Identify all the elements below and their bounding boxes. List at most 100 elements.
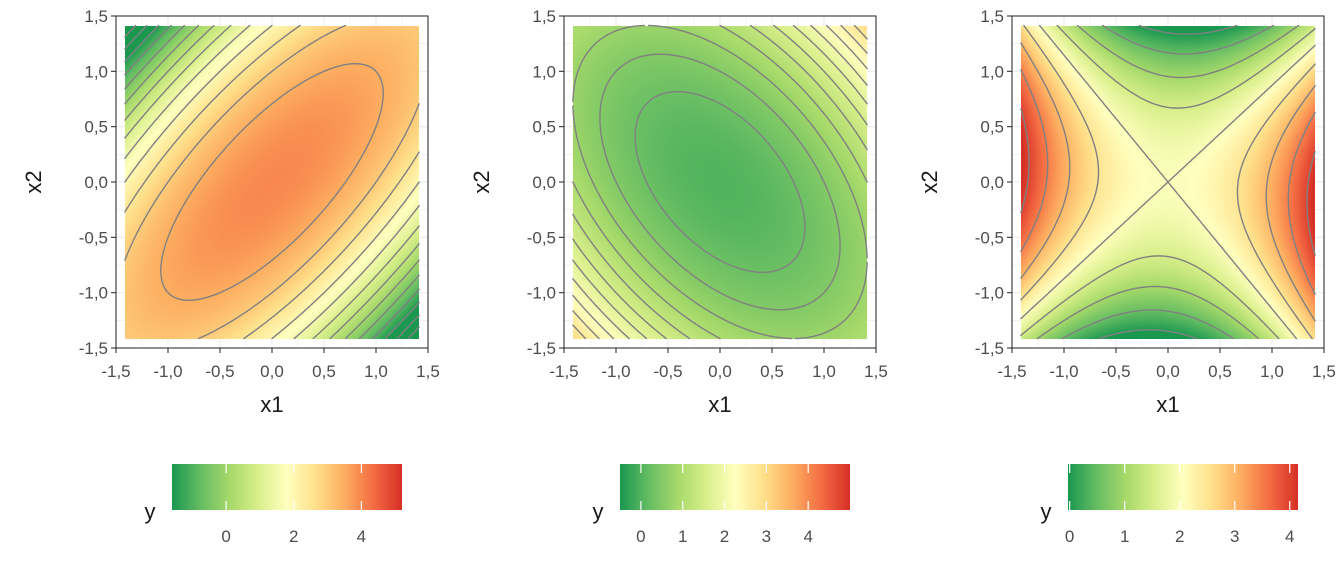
x-tick-label: -1,0 bbox=[153, 362, 182, 381]
y-tick-label: -1,0 bbox=[527, 284, 556, 303]
contour-level bbox=[1020, 108, 1316, 256]
contour-level bbox=[572, 24, 868, 340]
contour-level bbox=[572, 24, 868, 340]
legend-tick-label: 0 bbox=[636, 527, 645, 546]
panel-1: -1,5 -1,5 -1,0 -1,0 -0,5 -0,5 0,0 0,0 0,5 0,5 1,0 1… bbox=[0, 0, 448, 576]
contour-level bbox=[572, 24, 868, 340]
heatmap-raster bbox=[572, 25, 867, 339]
legend-tick-label: 4 bbox=[1285, 527, 1294, 546]
legend-tick-label: 2 bbox=[289, 527, 298, 546]
contour-level bbox=[124, 24, 420, 340]
x-tick-label: 0,5 bbox=[312, 362, 336, 381]
contour-level bbox=[124, 24, 420, 340]
legend-tick-label: 4 bbox=[357, 527, 366, 546]
y-tick-label: 1,0 bbox=[980, 62, 1004, 81]
legend-title: y bbox=[593, 499, 604, 524]
x-tick-label: 1,5 bbox=[416, 362, 440, 381]
legend-tick-label: 3 bbox=[762, 527, 771, 546]
x-tick-label: -0,5 bbox=[205, 362, 234, 381]
panel-2: -1,5 -1,5 -1,0 -1,0 -0,5 -0,5 0,0 0,0 0,5 0,5 1,0 1… bbox=[448, 0, 896, 576]
contour-level bbox=[1020, 24, 1316, 340]
x-tick-label: 0,5 bbox=[760, 362, 784, 381]
panel-3: -1,5 -1,5 -1,0 -1,0 -0,5 -0,5 0,0 0,0 0,5 0,5 1,0 1… bbox=[896, 0, 1344, 576]
x-axis-label: x1 bbox=[260, 392, 283, 417]
y-tick-label: -1,0 bbox=[975, 284, 1004, 303]
contour-level bbox=[572, 24, 868, 340]
legend-tick-label: 1 bbox=[1120, 527, 1129, 546]
contour-level bbox=[634, 91, 806, 273]
contour-level bbox=[124, 24, 420, 340]
x-tick-label: 0,5 bbox=[1208, 362, 1232, 381]
legend-3: y0 1 2 3 4 bbox=[1041, 464, 1294, 546]
y-axis-label: x2 bbox=[21, 170, 46, 193]
legend-tick-label: 1 bbox=[678, 527, 687, 546]
legend-tick-label: 0 bbox=[1065, 527, 1074, 546]
contour-level bbox=[1020, 24, 1316, 340]
legend-tick-label: 2 bbox=[720, 527, 729, 546]
contour-level bbox=[124, 24, 420, 340]
x-tick-label: 0,0 bbox=[260, 362, 284, 381]
x-tick-label: -1,0 bbox=[601, 362, 630, 381]
y-tick-label: 0,5 bbox=[980, 118, 1004, 137]
y-tick-label: 1,0 bbox=[84, 62, 108, 81]
y-tick-label: 0,5 bbox=[84, 118, 108, 137]
legend-tick-label: 0 bbox=[221, 527, 230, 546]
x-tick-label: -1,5 bbox=[997, 362, 1026, 381]
x-tick-label: 0,0 bbox=[708, 362, 732, 381]
overlay-2: -1,5 -1,5 -1,0 -1,0 -0,5 -0,5 0,0 0,0 0,5 0,5 1,0 1… bbox=[469, 7, 888, 417]
y-tick-label: -1,0 bbox=[79, 284, 108, 303]
contour-lines bbox=[1020, 24, 1316, 340]
contour-level bbox=[572, 24, 868, 340]
contour-level bbox=[124, 24, 420, 340]
contour-level bbox=[124, 24, 420, 340]
legend-colorbar bbox=[620, 464, 850, 510]
legend-tick-label: 4 bbox=[803, 527, 812, 546]
x-tick-label: -1,5 bbox=[101, 362, 130, 381]
contour-level bbox=[124, 24, 420, 340]
x-axis-label: x1 bbox=[1156, 392, 1179, 417]
x-tick-label: 1,0 bbox=[1260, 362, 1284, 381]
contour-level bbox=[124, 24, 420, 340]
x-axis-label: x1 bbox=[708, 392, 731, 417]
contour-level bbox=[572, 24, 868, 340]
y-axis-label: x2 bbox=[917, 170, 942, 193]
contour-level bbox=[160, 63, 384, 301]
legend-2: y 0 1 2 3 4 bbox=[593, 464, 813, 546]
overlay-1: -1,5 -1,5 -1,0 -1,0 -0,5 -0,5 0,0 0,0 0,5 0,5 1,0 1… bbox=[21, 7, 440, 417]
y-tick-label: -0,5 bbox=[975, 228, 1004, 247]
contour-level bbox=[1098, 24, 1238, 340]
heatmap-raster bbox=[124, 25, 419, 339]
y-tick-label: 0,0 bbox=[980, 173, 1004, 192]
y-tick-label: 1,5 bbox=[980, 7, 1004, 26]
x-tick-label: 1,5 bbox=[864, 362, 888, 381]
y-tick-label: 0,0 bbox=[84, 173, 108, 192]
contour-level bbox=[1061, 24, 1275, 340]
y-tick-label: 1,0 bbox=[532, 62, 556, 81]
y-tick-label: -0,5 bbox=[79, 228, 108, 247]
x-tick-label: 1,0 bbox=[812, 362, 836, 381]
y-tick-label: 1,5 bbox=[532, 7, 556, 26]
x-tick-label: 0,0 bbox=[1156, 362, 1180, 381]
x-tick-label: 1,5 bbox=[1312, 362, 1336, 381]
x-tick-label: -1,0 bbox=[1049, 362, 1078, 381]
y-axis-label: x2 bbox=[469, 170, 494, 193]
y-tick-label: 1,5 bbox=[84, 7, 108, 26]
contour-level bbox=[124, 24, 420, 340]
legend-tick-label: 3 bbox=[1230, 527, 1239, 546]
legend-1: y 0 2 4 bbox=[145, 464, 366, 546]
x-tick-label: 1,0 bbox=[364, 362, 388, 381]
y-tick-label: -0,5 bbox=[527, 228, 556, 247]
legend-tick-label: 2 bbox=[1175, 527, 1184, 546]
contour-level bbox=[1020, 69, 1316, 295]
contour-level bbox=[1020, 24, 1316, 340]
legend-colorbar bbox=[1068, 464, 1298, 510]
legend-title: y bbox=[1041, 499, 1052, 524]
y-tick-label: -1,5 bbox=[79, 339, 108, 358]
contour-level bbox=[124, 24, 420, 340]
x-tick-label: -0,5 bbox=[1101, 362, 1130, 381]
contour-level bbox=[124, 24, 420, 340]
legend-colorbar bbox=[172, 464, 402, 510]
overlay-3: -1,5 -1,5 -1,0 -1,0 -0,5 -0,5 0,0 0,0 0,5 0,5 1,0 1… bbox=[917, 7, 1336, 417]
contour-level bbox=[572, 24, 868, 340]
x-tick-label: -0,5 bbox=[653, 362, 682, 381]
